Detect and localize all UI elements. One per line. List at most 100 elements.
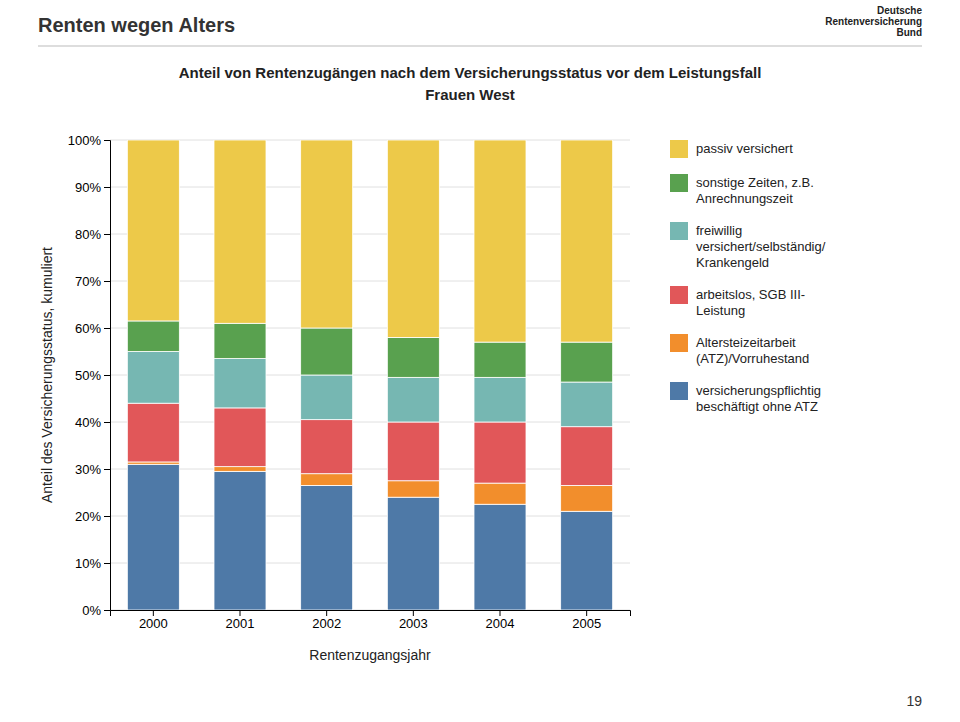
- grid-line: [110, 422, 630, 423]
- y-axis-line: [104, 141, 111, 611]
- subtitle: Frauen West: [425, 86, 515, 103]
- legend-item: freiwilligversichert/selbständig/Kranken…: [670, 222, 826, 270]
- x-tick-mark: [500, 610, 501, 616]
- bar-segment: [561, 511, 613, 610]
- y-tick-label: 100%: [68, 133, 102, 148]
- series: [127, 140, 612, 342]
- title: Anteil von Rentenzugängen nach dem Versi…: [179, 64, 762, 81]
- page-number: 19: [906, 693, 922, 709]
- bar-segment: [387, 337, 439, 377]
- y-tick: 10%: [75, 556, 110, 571]
- y-tick-mark: [104, 281, 110, 282]
- y-tick: 0%: [82, 603, 110, 618]
- legend-label: sonstige Zeiten, z.B.Anrechnungszeit: [696, 175, 814, 206]
- y-tick-mark: [104, 328, 110, 329]
- y-tick-mark: [104, 234, 110, 235]
- x-axis-title: Rentenzugangsjahr: [309, 647, 431, 663]
- y-tick-mark: [104, 469, 110, 470]
- bar-segment: [474, 483, 526, 504]
- bar-segment: [301, 420, 353, 474]
- legend-label-line: (ATZ)/Vorruhestand: [696, 351, 809, 366]
- legend-label-line: passiv versichert: [696, 141, 793, 156]
- legend-item: Altersteizeitarbeit(ATZ)/Vorruhestand: [670, 334, 809, 366]
- y-tick: 30%: [75, 462, 110, 477]
- y-tick-mark: [104, 140, 110, 141]
- y-tick-label: 80%: [75, 227, 101, 242]
- y-tick-label: 30%: [75, 462, 101, 477]
- grid-line: [110, 375, 630, 376]
- header-rule: [38, 46, 922, 47]
- bars: [127, 140, 612, 610]
- x-tick-label: 2000: [139, 616, 168, 631]
- legend-label: arbeitslos, SGB III-Leistung: [696, 287, 805, 318]
- bar-segment: [474, 377, 526, 422]
- logo-text: Rentenversicherung: [825, 16, 922, 27]
- legend-label-line: sonstige Zeiten, z.B.: [696, 175, 814, 190]
- bar-segment: [214, 467, 266, 472]
- y-tick-label: 90%: [75, 180, 101, 195]
- grid: [110, 140, 630, 610]
- y-tick-label: 10%: [75, 556, 101, 571]
- bar-segment: [474, 342, 526, 377]
- series: [127, 352, 612, 427]
- legend-label-line: Anrechnungszeit: [696, 191, 793, 206]
- bar-segment: [474, 422, 526, 483]
- series: [127, 462, 612, 511]
- legend-label-line: Altersteizeitarbeit: [696, 335, 796, 350]
- bar-segment: [127, 464, 179, 610]
- y-tick: 40%: [75, 415, 110, 430]
- series: [127, 464, 612, 610]
- legend-swatch: [670, 174, 688, 192]
- x-tick-label: 2004: [486, 616, 515, 631]
- plot-area: 2000200120022003200420050%10%20%30%40%50…: [68, 133, 631, 632]
- y-tick-label: 20%: [75, 509, 101, 524]
- bar-segment: [301, 140, 353, 328]
- legend-label: versicherungspflichtigbeschäftigt ohne A…: [696, 383, 821, 414]
- bar-segment: [387, 140, 439, 337]
- y-tick: 80%: [75, 227, 110, 242]
- bar-segment: [214, 323, 266, 358]
- bar-segment: [301, 328, 353, 375]
- y-tick: 90%: [75, 180, 110, 195]
- x-tick-mark: [240, 610, 241, 616]
- y-tick: 20%: [75, 509, 110, 524]
- legend-label-line: arbeitslos, SGB III-: [696, 287, 805, 302]
- y-tick: 60%: [75, 321, 110, 336]
- legend-label-line: beschäftigt ohne ATZ: [696, 399, 818, 414]
- legend-swatch: [670, 286, 688, 304]
- legend-item: arbeitslos, SGB III-Leistung: [670, 286, 805, 318]
- bar-segment: [301, 485, 353, 610]
- legend-swatch: [670, 140, 688, 158]
- legend-item: passiv versichert: [670, 140, 793, 158]
- y-axis: 0% 10% 20% 30% 40% 50% 60% 70% 80% 90% 100%: [68, 133, 111, 618]
- x-tick: 2001: [226, 610, 255, 631]
- series: [127, 403, 612, 485]
- logo-text: Bund: [896, 27, 922, 38]
- bar-segment: [301, 375, 353, 420]
- x-tick: 2004: [486, 610, 515, 631]
- bar-segment: [561, 427, 613, 486]
- x-tick: 2005: [572, 610, 601, 631]
- x-axis: 200020012002200320042005: [111, 610, 631, 631]
- y-tick-mark: [104, 563, 110, 564]
- bar-segment: [214, 140, 266, 323]
- legend-label-line: versichert/selbständig/: [696, 239, 826, 254]
- x-tick-label: 2005: [572, 616, 601, 631]
- y-tick-mark: [104, 422, 110, 423]
- y-tick: 70%: [75, 274, 110, 289]
- legend-label-line: Leistung: [696, 303, 745, 318]
- x-tick-label: 2001: [226, 616, 255, 631]
- x-tick-mark: [586, 610, 587, 616]
- x-tick-mark: [413, 610, 414, 616]
- x-tick: 2000: [139, 610, 168, 631]
- y-tick: 50%: [75, 368, 110, 383]
- y-tick-label: 40%: [75, 415, 101, 430]
- y-tick-label: 70%: [75, 274, 101, 289]
- y-tick-mark: [104, 610, 110, 611]
- bar-segment: [561, 140, 613, 342]
- bar-segment: [301, 474, 353, 486]
- chart: Renten wegen AltersDeutscheRentenversich…: [0, 0, 960, 722]
- bar-segment: [561, 485, 613, 511]
- legend-label-line: versicherungspflichtig: [696, 383, 821, 398]
- bar-segment: [561, 382, 613, 427]
